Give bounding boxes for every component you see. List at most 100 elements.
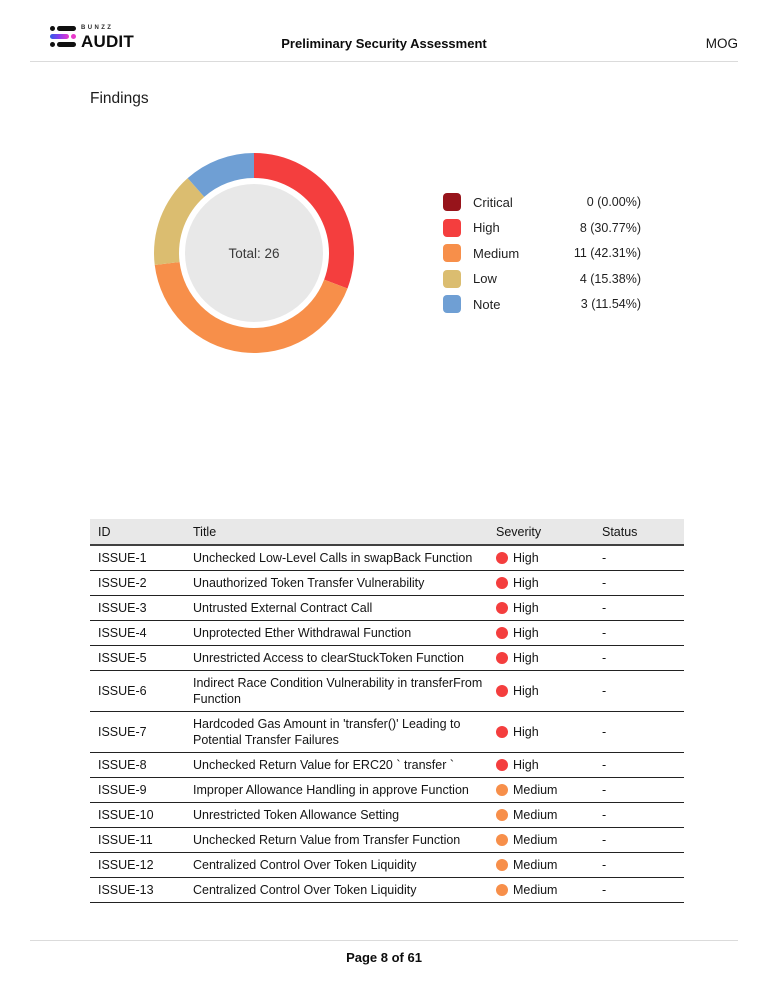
legend-swatch xyxy=(443,218,461,237)
legend-label: Medium xyxy=(473,245,520,261)
severity-cell: High xyxy=(496,724,590,740)
status-cell: - xyxy=(594,827,684,853)
table-header-row: ID Title Severity Status xyxy=(90,519,684,546)
status-cell: - xyxy=(594,852,684,878)
severity-cell: High xyxy=(496,757,590,773)
table-row: ISSUE-9 Improper Allowance Handling in a… xyxy=(90,777,684,803)
issue-id-cell: ISSUE-8 xyxy=(90,752,185,778)
findings-chart-section: Total: 26 Critical 0 (0.00%) High 8 (30.… xyxy=(152,151,768,355)
issue-title-cell: Unrestricted Token Allowance Setting xyxy=(185,802,488,828)
legend-value: 8 (30.77%) xyxy=(579,220,641,235)
issue-title-cell: Centralized Control Over Token Liquidity xyxy=(185,852,488,878)
table-row: ISSUE-1 Unchecked Low-Level Calls in swa… xyxy=(90,545,684,571)
column-header-title: Title xyxy=(185,519,488,546)
severity-dot-icon xyxy=(496,726,508,738)
severity-label: Medium xyxy=(513,858,558,872)
issue-id-cell: ISSUE-12 xyxy=(90,852,185,878)
findings-table: ID Title Severity Status ISSUE-1 Uncheck… xyxy=(90,519,684,903)
status-cell: - xyxy=(594,670,684,712)
severity-label: High xyxy=(513,601,539,615)
status-cell: - xyxy=(594,620,684,646)
legend-item: Critical 0 (0.00%) xyxy=(443,193,641,211)
severity-label: High xyxy=(513,651,539,665)
column-header-status: Status xyxy=(594,519,684,546)
severity-cell: High xyxy=(496,650,590,666)
issue-id-cell: ISSUE-9 xyxy=(90,777,185,803)
issue-id-cell: ISSUE-4 xyxy=(90,620,185,646)
issue-title-cell: Unchecked Return Value from Transfer Fun… xyxy=(185,827,488,853)
severity-label: High xyxy=(513,758,539,772)
table-row: ISSUE-13 Centralized Control Over Token … xyxy=(90,877,684,903)
issue-id-cell: ISSUE-3 xyxy=(90,595,185,621)
severity-cell: Medium xyxy=(496,857,590,873)
severity-dot-icon xyxy=(496,602,508,614)
status-cell: - xyxy=(594,802,684,828)
table-row: ISSUE-3 Untrusted External Contract Call… xyxy=(90,595,684,621)
issue-title-cell: Indirect Race Condition Vulnerability in… xyxy=(185,670,488,712)
issue-title-cell: Unrestricted Access to clearStuckToken F… xyxy=(185,645,488,671)
legend-label: Note xyxy=(473,296,501,312)
logo-wordmark: BUNZZ AUDIT xyxy=(81,25,134,50)
severity-cell: Medium xyxy=(496,882,590,898)
severity-label: Medium xyxy=(513,833,558,847)
donut-segment-high xyxy=(254,153,354,289)
severity-dot-icon xyxy=(496,652,508,664)
document-title: Preliminary Security Assessment xyxy=(281,36,487,51)
table-row: ISSUE-6 Indirect Race Condition Vulnerab… xyxy=(90,670,684,712)
issue-title-cell: Improper Allowance Handling in approve F… xyxy=(185,777,488,803)
severity-label: High xyxy=(513,576,539,590)
severity-cell: High xyxy=(496,550,590,566)
donut-segment-medium xyxy=(154,262,348,353)
severity-dot-icon xyxy=(496,627,508,639)
legend-value: 11 (42.31%) xyxy=(573,246,641,260)
severity-cell: High xyxy=(496,625,590,641)
table-row: ISSUE-10 Unrestricted Token Allowance Se… xyxy=(90,802,684,828)
severity-dot-icon xyxy=(496,685,508,697)
legend-label: Critical xyxy=(473,194,513,210)
severity-dot-icon xyxy=(496,809,508,821)
brand-name-large: AUDIT xyxy=(81,32,134,51)
issue-id-cell: ISSUE-13 xyxy=(90,877,185,903)
page-number: Page 8 of 61 xyxy=(346,950,422,965)
status-cell: - xyxy=(594,711,684,753)
table-row: ISSUE-11 Unchecked Return Value from Tra… xyxy=(90,827,684,853)
legend-label: Low xyxy=(473,271,497,286)
issue-title-cell: Hardcoded Gas Amount in 'transfer()' Lea… xyxy=(185,711,488,753)
severity-label: Medium xyxy=(513,883,558,897)
status-cell: - xyxy=(594,877,684,903)
donut-segment-note xyxy=(187,153,254,197)
issue-title-cell: Unauthorized Token Transfer Vulnerabilit… xyxy=(185,570,488,596)
severity-dot-icon xyxy=(496,859,508,871)
status-cell: - xyxy=(594,645,684,671)
table-row: ISSUE-12 Centralized Control Over Token … xyxy=(90,852,684,878)
severity-dot-icon xyxy=(496,884,508,896)
severity-dot-icon xyxy=(496,577,508,589)
status-cell: - xyxy=(594,570,684,596)
legend-item: Medium 11 (42.31%) xyxy=(443,244,641,262)
severity-label: High xyxy=(513,626,539,640)
legend-value: 0 (0.00%) xyxy=(586,195,641,209)
severity-dot-icon xyxy=(496,834,508,846)
legend-swatch xyxy=(443,269,461,288)
legend-value: 3 (11.54%) xyxy=(580,297,641,311)
column-header-severity: Severity xyxy=(488,519,594,546)
legend-item: High 8 (30.77%) xyxy=(443,218,641,237)
table-row: ISSUE-4 Unprotected Ether Withdrawal Fun… xyxy=(90,620,684,646)
issue-id-cell: ISSUE-2 xyxy=(90,570,185,596)
legend-label: High xyxy=(473,220,500,235)
issue-title-cell: Untrusted External Contract Call xyxy=(185,595,488,621)
table-row: ISSUE-2 Unauthorized Token Transfer Vuln… xyxy=(90,570,684,596)
issue-title-cell: Unchecked Low-Level Calls in swapBack Fu… xyxy=(185,545,488,571)
issue-id-cell: ISSUE-10 xyxy=(90,802,185,828)
table-row: ISSUE-5 Unrestricted Access to clearStuc… xyxy=(90,645,684,671)
status-cell: - xyxy=(594,752,684,778)
section-title: Findings xyxy=(90,90,149,107)
issue-id-cell: ISSUE-11 xyxy=(90,827,185,853)
legend-swatch xyxy=(443,295,461,313)
issue-title-cell: Unprotected Ether Withdrawal Function xyxy=(185,620,488,646)
status-cell: - xyxy=(594,545,684,571)
severity-donut-chart: Total: 26 xyxy=(154,153,354,353)
issue-id-cell: ISSUE-6 xyxy=(90,670,185,712)
issue-title-cell: Centralized Control Over Token Liquidity xyxy=(185,877,488,903)
severity-label: Medium xyxy=(513,808,558,822)
